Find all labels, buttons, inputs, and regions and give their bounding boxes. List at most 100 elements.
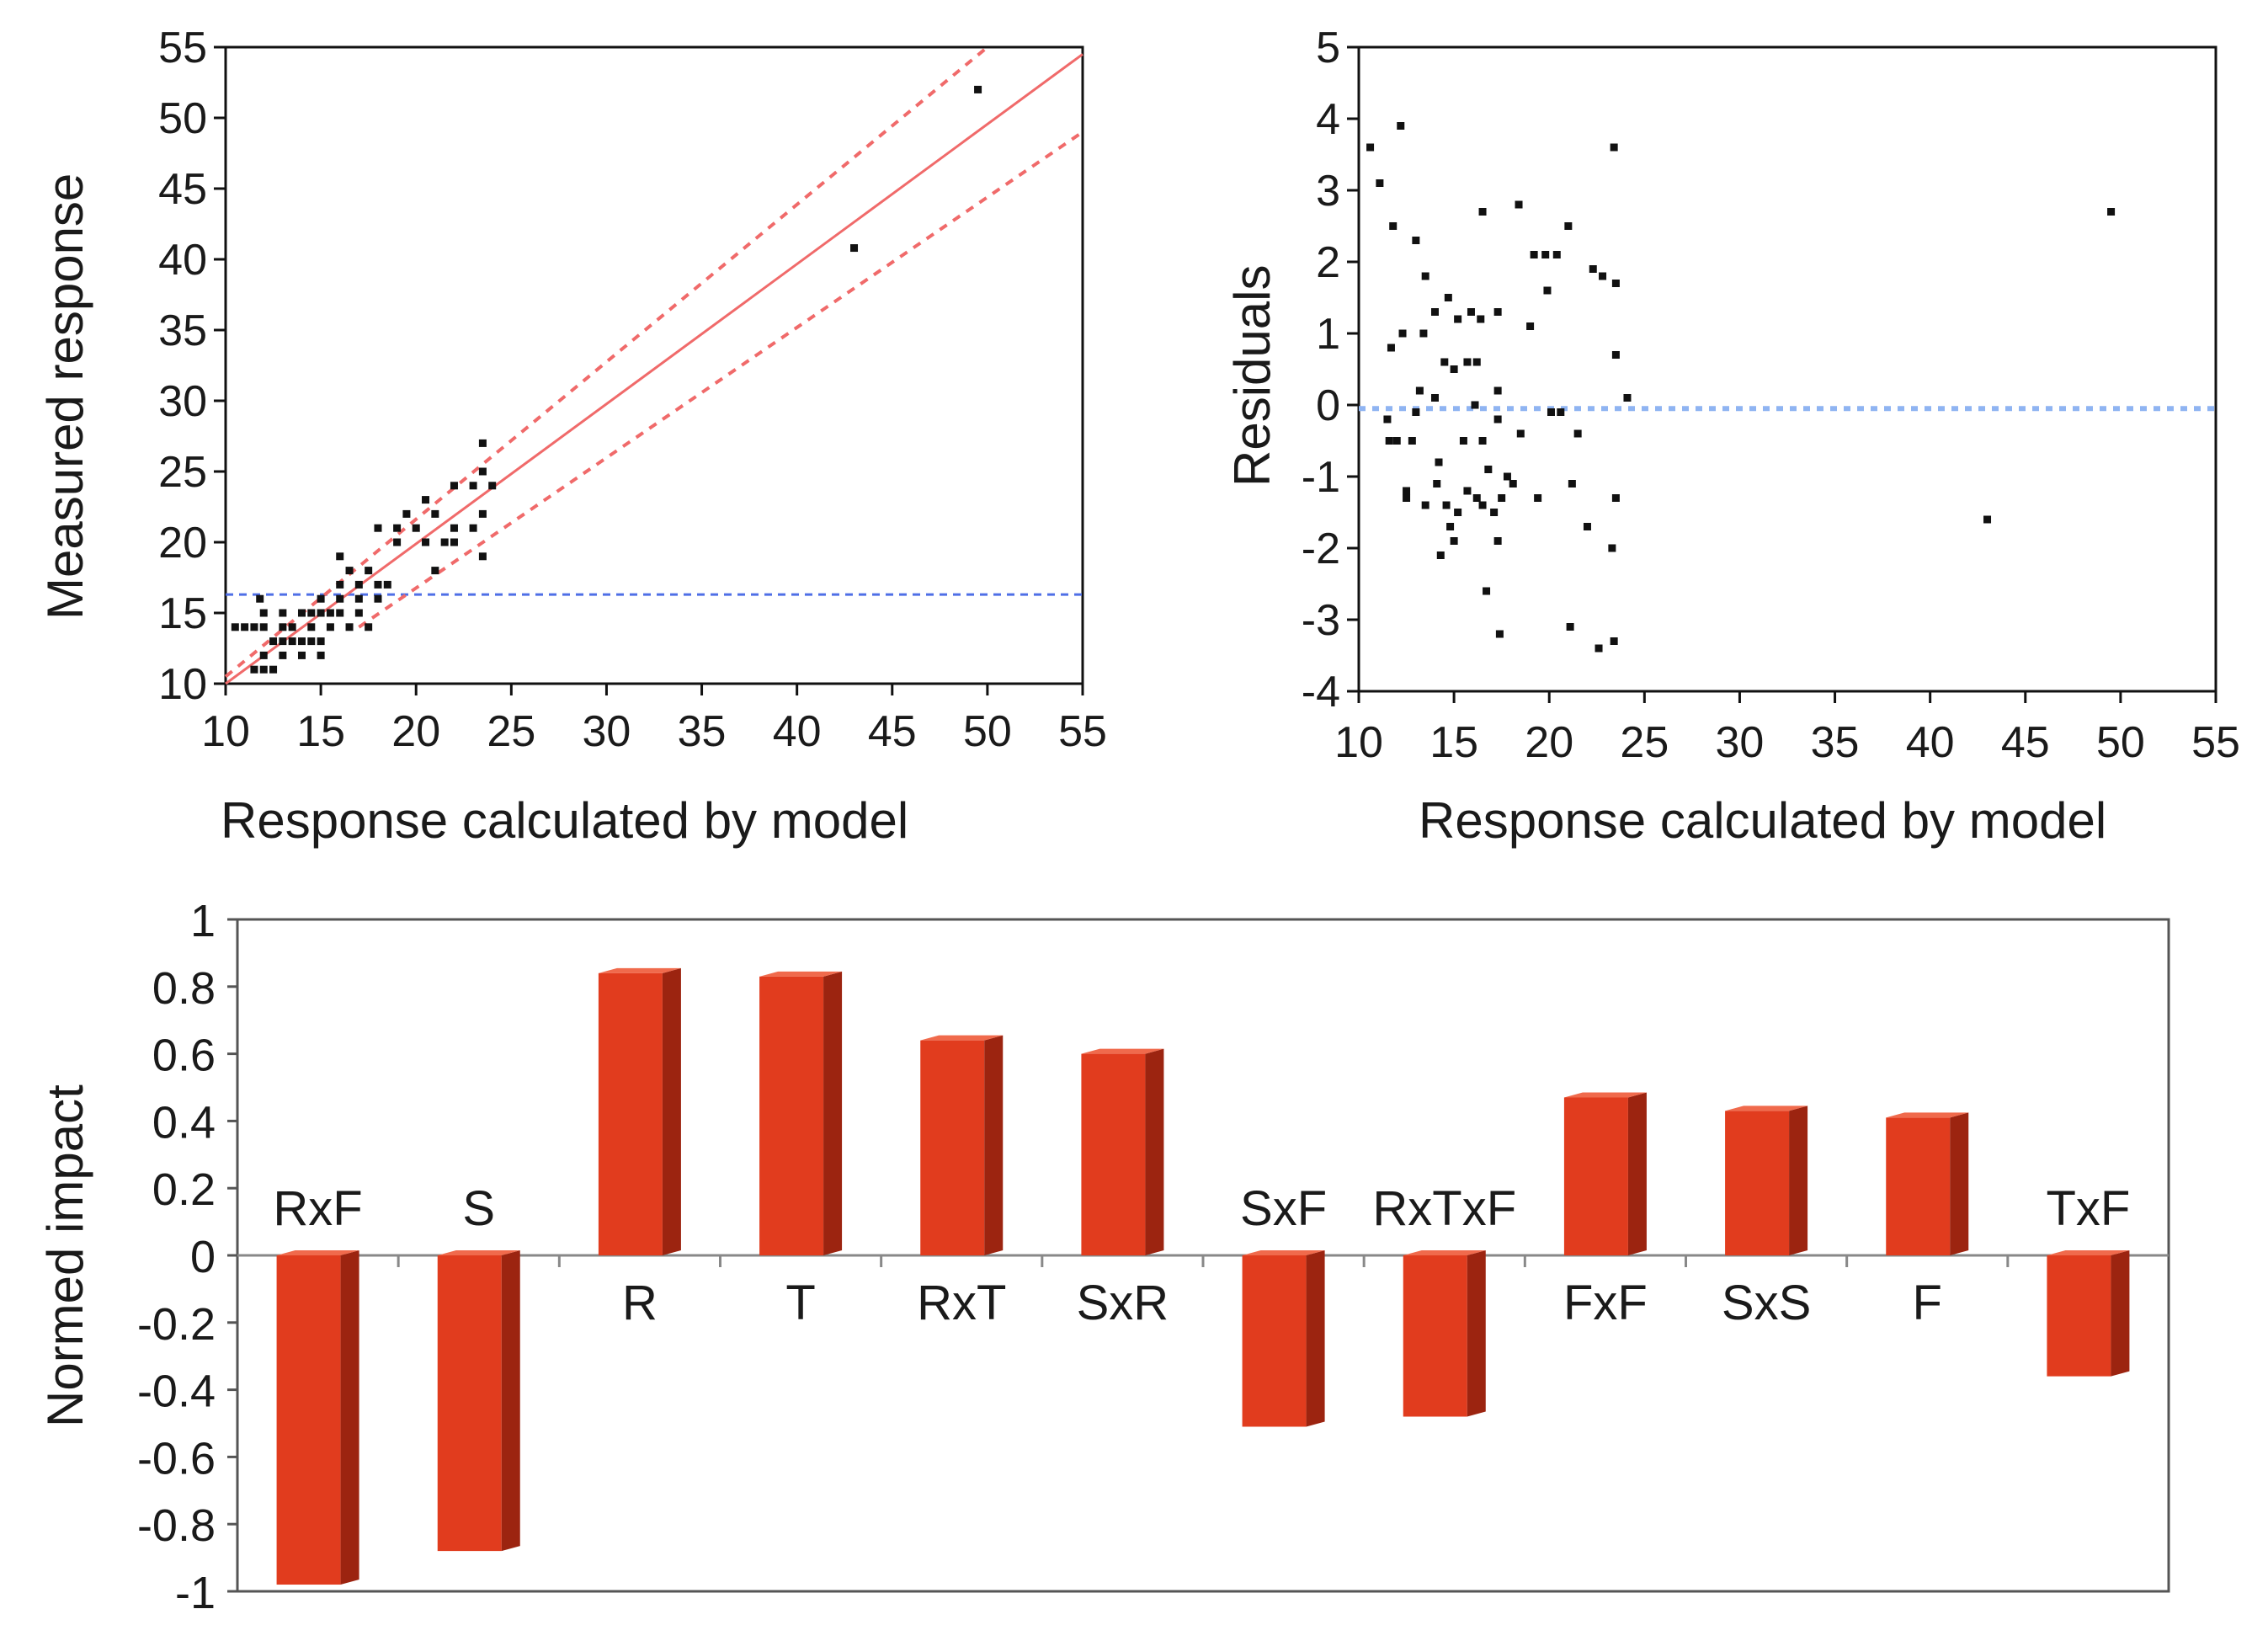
residual-point bbox=[1583, 523, 1591, 530]
x-axis-title: Response calculated by model bbox=[1419, 792, 2106, 849]
scatter-point bbox=[469, 482, 477, 490]
scatter-point bbox=[317, 594, 325, 603]
scatter-point bbox=[488, 482, 497, 490]
bar-SxF bbox=[1242, 1255, 1307, 1427]
scatter-point bbox=[241, 623, 249, 631]
bar-FxF bbox=[1563, 1097, 1628, 1255]
x-tick-label: 10 bbox=[1334, 718, 1383, 767]
y-axis-title: Normed impact bbox=[37, 1084, 93, 1427]
scatter-point bbox=[250, 623, 258, 631]
bar-T bbox=[759, 976, 824, 1255]
residual-point bbox=[1467, 308, 1475, 316]
scatter-point bbox=[440, 538, 449, 546]
scatter-point bbox=[450, 524, 458, 532]
residual-point bbox=[1403, 487, 1411, 495]
residual-point bbox=[1419, 329, 1428, 338]
bar-top-T bbox=[759, 971, 843, 977]
x-tick-label: 20 bbox=[1525, 718, 1573, 767]
residual-point bbox=[1446, 523, 1455, 530]
residual-point bbox=[1564, 222, 1573, 230]
bar-side-RxTxF bbox=[1467, 1250, 1486, 1417]
x-tick-label: 55 bbox=[1058, 707, 1107, 756]
scatter-point bbox=[422, 496, 430, 504]
scatter-point bbox=[326, 609, 334, 617]
x-tick-label: 20 bbox=[391, 707, 440, 756]
scatter-point bbox=[374, 580, 382, 589]
bar-S bbox=[437, 1255, 502, 1552]
bar-top-RxT bbox=[920, 1035, 1004, 1041]
y-axis-title: Residuals bbox=[1224, 265, 1280, 487]
y-tick-label: 15 bbox=[158, 589, 207, 638]
residual-point bbox=[1454, 509, 1462, 516]
residual-point bbox=[1421, 501, 1429, 509]
scatter-point bbox=[297, 609, 306, 617]
y-tick-label: 0 bbox=[1316, 381, 1340, 430]
residual-point bbox=[1483, 587, 1491, 595]
actual-vs-predicted-panel: 10 15 20 25 30 35 40 45 50 55 10 15 20 25 30 35 40 45 50 55… bbox=[37, 24, 1107, 849]
residual-point bbox=[1403, 494, 1411, 502]
scatter-point bbox=[336, 609, 344, 617]
x-tick-label: 45 bbox=[868, 707, 917, 756]
residual-point bbox=[1610, 637, 1618, 645]
residual-point bbox=[1397, 122, 1405, 130]
bar-label: RxT bbox=[917, 1276, 1006, 1330]
scatter-point bbox=[478, 509, 487, 518]
residual-point bbox=[1608, 544, 1616, 552]
scatter-point bbox=[297, 651, 306, 659]
scatter-point bbox=[250, 665, 258, 674]
y-tick-label: 50 bbox=[158, 94, 207, 143]
residual-point bbox=[1568, 480, 1576, 488]
scatter-point bbox=[269, 665, 278, 674]
x-tick-label: 30 bbox=[1716, 718, 1765, 767]
bar-label: T bbox=[785, 1276, 815, 1330]
bar-side-R bbox=[662, 967, 681, 1255]
bar-side-RxF bbox=[340, 1250, 359, 1585]
residual-point bbox=[1552, 251, 1561, 258]
x-tick-label: 50 bbox=[963, 707, 1012, 756]
residual-point bbox=[1440, 358, 1449, 366]
scatter-point bbox=[450, 538, 458, 546]
scatter-point bbox=[365, 567, 373, 575]
scatter-point bbox=[431, 509, 439, 518]
residual-point bbox=[1454, 315, 1462, 323]
scatter-point bbox=[393, 538, 402, 546]
residual-point bbox=[1383, 415, 1392, 424]
scatter-point bbox=[297, 637, 306, 646]
residual-point bbox=[1526, 322, 1535, 330]
residual-point bbox=[1566, 623, 1574, 631]
bar-RxTxF bbox=[1403, 1255, 1467, 1417]
y-tick-label: -0.6 bbox=[137, 1433, 216, 1484]
x-tick-label: 45 bbox=[2001, 718, 2050, 767]
scatter-point bbox=[307, 637, 316, 646]
residual-point bbox=[1472, 494, 1481, 502]
residual-point bbox=[1611, 494, 1620, 502]
bar-label: F bbox=[1913, 1276, 1942, 1330]
bar-RxT bbox=[920, 1040, 985, 1255]
x-tick-label: 40 bbox=[773, 707, 822, 756]
bar-side-SxF bbox=[1306, 1250, 1325, 1427]
scatter-point bbox=[317, 609, 325, 617]
y-tick-label: 40 bbox=[158, 236, 207, 285]
scatter-point bbox=[478, 467, 487, 476]
scatter-point bbox=[317, 637, 325, 646]
x-tick-label: 15 bbox=[1429, 718, 1478, 767]
y-tick-label: -4 bbox=[1302, 668, 1340, 717]
bar-TxF bbox=[2047, 1255, 2111, 1377]
scatter-point bbox=[259, 623, 268, 631]
residual-point bbox=[1389, 222, 1398, 230]
y-tick-label: -0.2 bbox=[137, 1299, 216, 1350]
y-tick-label: 30 bbox=[158, 377, 207, 426]
bar-side-F bbox=[1950, 1112, 1969, 1255]
scatter-point bbox=[307, 609, 316, 617]
x-tick-label: 35 bbox=[678, 707, 727, 756]
y-tick-label: 4 bbox=[1316, 95, 1340, 144]
residual-point bbox=[2107, 208, 2116, 216]
x-tick-label: 25 bbox=[487, 707, 535, 756]
scatter-point bbox=[354, 609, 363, 617]
scatter-point bbox=[412, 524, 420, 532]
scatter-point bbox=[383, 580, 391, 589]
residual-point bbox=[1509, 480, 1517, 488]
residual-point bbox=[1442, 501, 1451, 509]
y-tick-label: 0.8 bbox=[152, 963, 216, 1014]
